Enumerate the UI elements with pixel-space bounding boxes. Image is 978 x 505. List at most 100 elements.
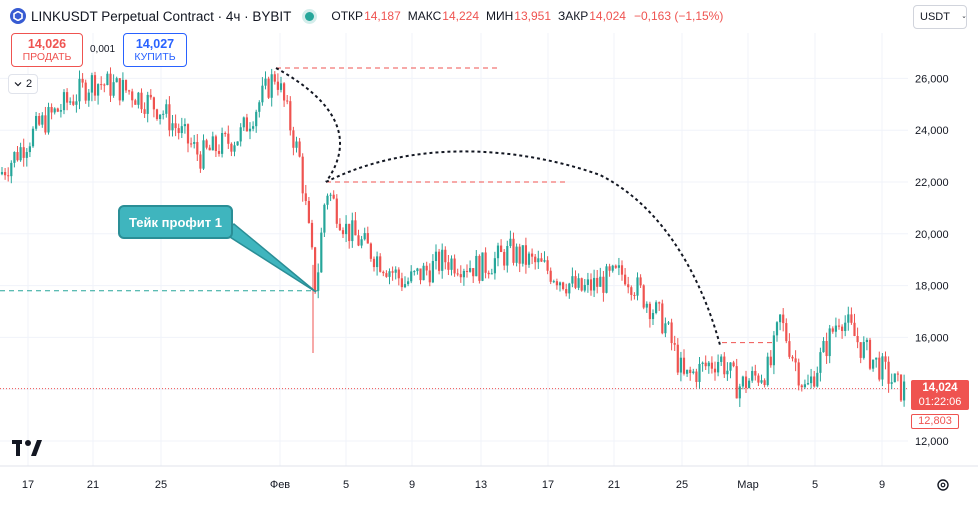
candle-body (459, 274, 462, 278)
candle-body (586, 279, 589, 285)
candle-body (41, 115, 44, 125)
candle-body (171, 123, 174, 131)
candle-body (314, 247, 317, 291)
candle-body (803, 384, 806, 388)
candle-body (800, 385, 803, 388)
time-tick-label: 5 (343, 479, 349, 491)
price-tick-label: 24,000 (915, 125, 949, 137)
open-value: 14,187 (364, 9, 401, 23)
candle-body (379, 256, 382, 272)
time-tick-label: 21 (87, 479, 99, 491)
candle-body (338, 223, 341, 231)
candle-body (763, 380, 766, 386)
candle-body (301, 156, 304, 194)
candle-body (16, 152, 19, 161)
candle-body (462, 270, 465, 278)
candle-body (872, 359, 875, 369)
candle-body (859, 342, 862, 358)
candle-body (137, 92, 140, 105)
candle-body (19, 147, 22, 161)
current-price: 14,024 (922, 382, 958, 394)
candle-body (62, 92, 66, 111)
low-label: МИН (486, 9, 514, 23)
candle-body (878, 357, 881, 380)
candle-body (121, 79, 124, 101)
candle-body (893, 373, 896, 383)
sell-button[interactable]: 14,026 ПРОДАТЬ (11, 33, 83, 67)
candle-body (899, 374, 903, 401)
candle-body (78, 78, 81, 102)
candle-body (549, 270, 552, 282)
gear-icon[interactable] (935, 477, 951, 498)
buy-button[interactable]: 14,027 КУПИТЬ (123, 33, 187, 67)
candle-body (779, 314, 782, 323)
candle-body (50, 107, 53, 113)
candle-body (202, 140, 205, 169)
candle-body (890, 382, 893, 384)
candle-body (165, 104, 168, 114)
take-profit-callout[interactable]: Тейк профит 1 (118, 205, 233, 239)
candle-body (571, 276, 574, 284)
candle-body (717, 361, 720, 373)
candle-body (44, 115, 47, 133)
symbol-title[interactable]: LINKUSDT Perpetual Contract · 4ч · BYBIT (31, 8, 292, 24)
high-value: 14,224 (442, 9, 479, 23)
candle-body (834, 325, 837, 332)
candle-body (270, 74, 273, 98)
candle-body (208, 147, 211, 151)
candle-body (478, 255, 481, 281)
tradingview-logo-icon[interactable] (12, 440, 42, 461)
candle-body (620, 265, 624, 275)
candle-body (531, 253, 534, 257)
candle-body (279, 83, 283, 90)
candle-body (196, 142, 199, 155)
candle-body (797, 362, 800, 386)
candle-body (124, 79, 128, 91)
candle-body (692, 371, 695, 373)
candle-body (875, 357, 878, 360)
candle-body (515, 246, 518, 263)
candle-body (428, 270, 431, 283)
currency-select[interactable]: USDT (913, 5, 967, 29)
candle-body (388, 271, 391, 277)
candle-body (748, 380, 751, 389)
candle-body (552, 281, 555, 283)
candle-body (642, 285, 645, 308)
candle-body (828, 328, 831, 357)
candle-body (416, 268, 419, 272)
candle-body (289, 101, 292, 131)
candle-body (710, 362, 713, 369)
candle-body (72, 101, 75, 105)
candle-body (230, 143, 233, 152)
candle-body (772, 335, 775, 366)
candle-body (813, 376, 816, 387)
candle-body (518, 246, 521, 264)
candle-body (292, 130, 295, 148)
candle-body (456, 273, 459, 275)
time-tick-label: 25 (676, 479, 688, 491)
spread-value: 0,001 (90, 44, 116, 55)
candle-body (704, 362, 707, 367)
candle-body (425, 265, 428, 271)
candle-body (760, 380, 763, 383)
high-label: МАКС (407, 9, 442, 23)
candle-body (255, 111, 258, 127)
candle-body (602, 276, 605, 293)
candle-body (419, 268, 422, 281)
candle-body (283, 83, 286, 101)
candle-body (351, 220, 354, 242)
time-tick-label: 21 (608, 479, 620, 491)
candle-body (276, 81, 279, 90)
candle-body (162, 113, 165, 115)
candle-body (143, 109, 146, 114)
time-tick-label: 9 (409, 479, 415, 491)
candle-body (732, 362, 735, 367)
candle-body (177, 128, 180, 134)
indicators-toggle[interactable]: 2 (8, 74, 38, 94)
close-label: ЗАКР (558, 9, 589, 23)
candle-body (524, 245, 527, 265)
candle-body (841, 326, 844, 332)
candles (0, 67, 906, 407)
candle-body (558, 282, 562, 286)
